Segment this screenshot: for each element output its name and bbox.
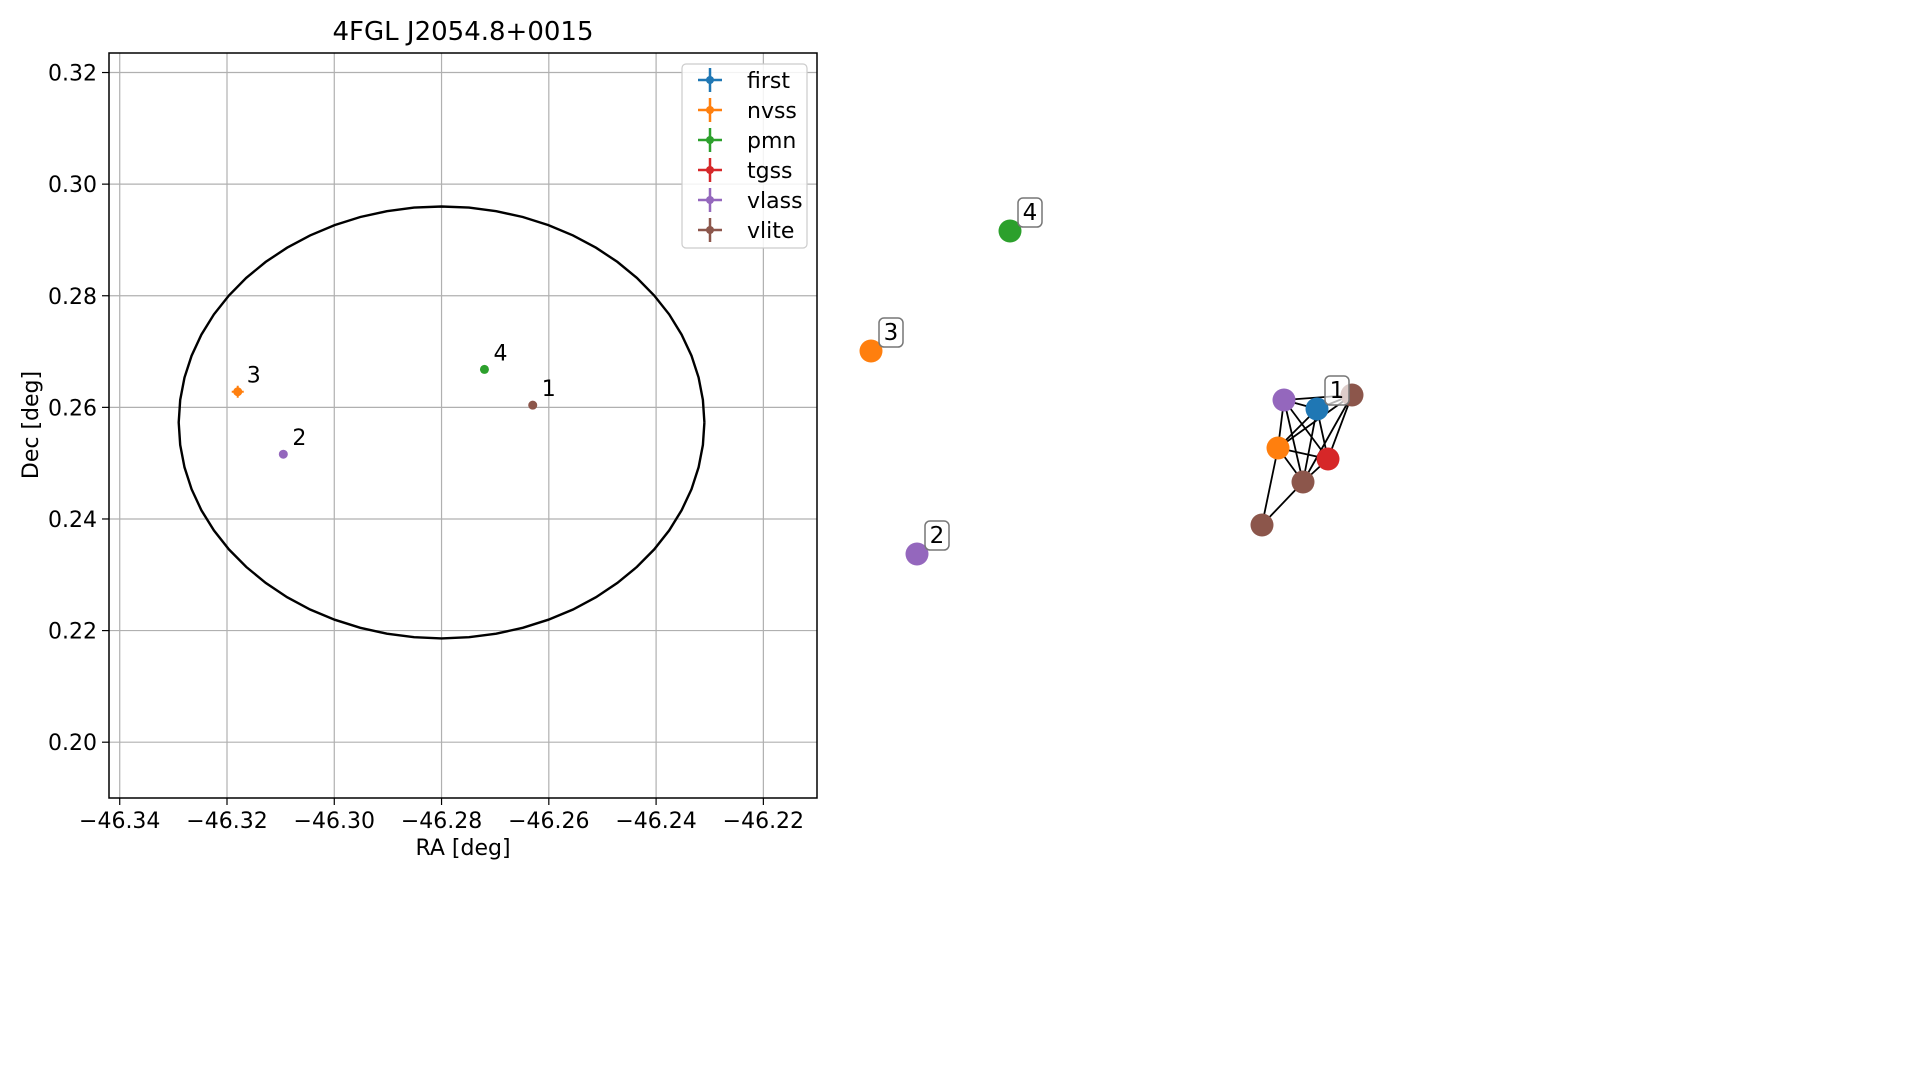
network-node-vlite-b xyxy=(1291,470,1315,494)
node-circle xyxy=(1305,397,1329,421)
x-tick-label: −46.24 xyxy=(615,809,696,834)
marker xyxy=(233,387,243,397)
legend-marker-dot xyxy=(706,106,714,114)
legend-label: nvss xyxy=(747,99,797,124)
point-label: 2 xyxy=(292,426,306,451)
legend-entry-tgss: tgss xyxy=(698,158,793,184)
node-circle xyxy=(1272,388,1296,412)
marker xyxy=(479,364,489,374)
localization-ellipse xyxy=(177,205,706,640)
network-node-first-1 xyxy=(1305,397,1329,421)
axis-ticks: −46.34 −46.32 −46.30 −46.28 −46.26 −46.24 −46.… xyxy=(48,62,804,834)
legend-marker-dot xyxy=(706,136,714,144)
network-edge xyxy=(1283,399,1304,483)
network-node-nvss-3 xyxy=(859,339,883,363)
y-tick-label: 0.32 xyxy=(48,62,97,87)
legend-marker-dot xyxy=(706,196,714,204)
node-label-text: 4 xyxy=(1023,200,1038,226)
node-label-text: 2 xyxy=(930,523,945,549)
node-circle xyxy=(1250,513,1274,537)
x-tick-label: −46.26 xyxy=(508,809,589,834)
source-point-1: 1 xyxy=(528,377,556,410)
node-label-3: 3 xyxy=(878,317,904,348)
x-tick-label: −46.28 xyxy=(401,809,482,834)
node-circle xyxy=(905,542,929,566)
network-node-tgss-c xyxy=(1316,447,1340,471)
source-points: 1 2 3 4 xyxy=(231,341,556,459)
x-tick-label: −46.30 xyxy=(294,809,375,834)
y-tick-label: 0.30 xyxy=(48,173,97,198)
y-tick-label: 0.28 xyxy=(48,285,97,310)
legend: first nvss pmn tgss vlass vlite xyxy=(681,63,808,249)
plot-title: 4FGL J2054.8+0015 xyxy=(333,17,594,47)
node-circle xyxy=(998,219,1022,243)
x-tick-label: −46.32 xyxy=(186,809,267,834)
marker xyxy=(278,449,288,459)
legend-label: first xyxy=(747,69,790,94)
node-label-text: 3 xyxy=(884,320,899,346)
marker xyxy=(528,400,538,410)
network-edge xyxy=(1302,394,1353,483)
x-axis-label: RA [deg] xyxy=(415,836,510,861)
node-label-text: 1 xyxy=(1330,378,1345,404)
y-tick-label: 0.26 xyxy=(48,396,97,421)
node-label-box xyxy=(878,317,904,348)
y-tick-label: 0.20 xyxy=(48,731,97,756)
legend-label: tgss xyxy=(747,159,793,184)
x-tick-label: −46.22 xyxy=(723,809,804,834)
ellipse-outline xyxy=(177,205,706,640)
node-label-2: 2 xyxy=(924,520,950,551)
y-tick-label: 0.22 xyxy=(48,620,97,645)
source-point-3: 3 xyxy=(231,364,261,398)
network-node-pmn-4 xyxy=(998,219,1022,243)
node-label-box xyxy=(924,520,950,551)
legend-entry-pmn: pmn xyxy=(698,128,796,154)
source-point-2: 2 xyxy=(278,426,306,459)
node-circle xyxy=(1291,470,1315,494)
x-tick-label: −46.34 xyxy=(79,809,160,834)
legend-marker-dot xyxy=(706,166,714,174)
legend-entry-nvss: nvss xyxy=(698,98,797,124)
point-label: 3 xyxy=(247,364,261,389)
node-label-4: 4 xyxy=(1017,197,1043,228)
source-point-4: 4 xyxy=(479,341,507,374)
y-axis-label: Dec [deg] xyxy=(19,371,44,479)
node-circle xyxy=(1266,436,1290,460)
point-label: 4 xyxy=(493,341,507,366)
network-node-vlass-c xyxy=(1272,388,1296,412)
network-nodes: 4 3 2 1 xyxy=(859,197,1364,566)
node-label-box xyxy=(1324,375,1350,406)
legend-marker-dot xyxy=(706,226,714,234)
legend-label: vlite xyxy=(747,219,794,244)
plot-frame xyxy=(108,52,818,799)
point-label: 1 xyxy=(542,377,556,402)
network-edge xyxy=(1261,447,1279,526)
node-label-box xyxy=(1017,197,1043,228)
legend-entry-vlite: vlite xyxy=(698,218,794,244)
legend-label: vlass xyxy=(747,189,803,214)
node-circle xyxy=(859,339,883,363)
node-circle xyxy=(1316,447,1340,471)
legend-entry-first: first xyxy=(698,68,790,94)
legend-label: pmn xyxy=(747,129,796,154)
legend-entry-vlass: vlass xyxy=(698,188,803,214)
network-node-vlite-c xyxy=(1250,513,1274,537)
network-graph: 4 3 2 1 xyxy=(859,197,1364,566)
node-label-1: 1 xyxy=(1324,375,1350,406)
network-node-nvss-c xyxy=(1266,436,1290,460)
y-tick-label: 0.24 xyxy=(48,508,97,533)
legend-marker-dot xyxy=(706,76,714,84)
network-node-vlass-2 xyxy=(905,542,929,566)
